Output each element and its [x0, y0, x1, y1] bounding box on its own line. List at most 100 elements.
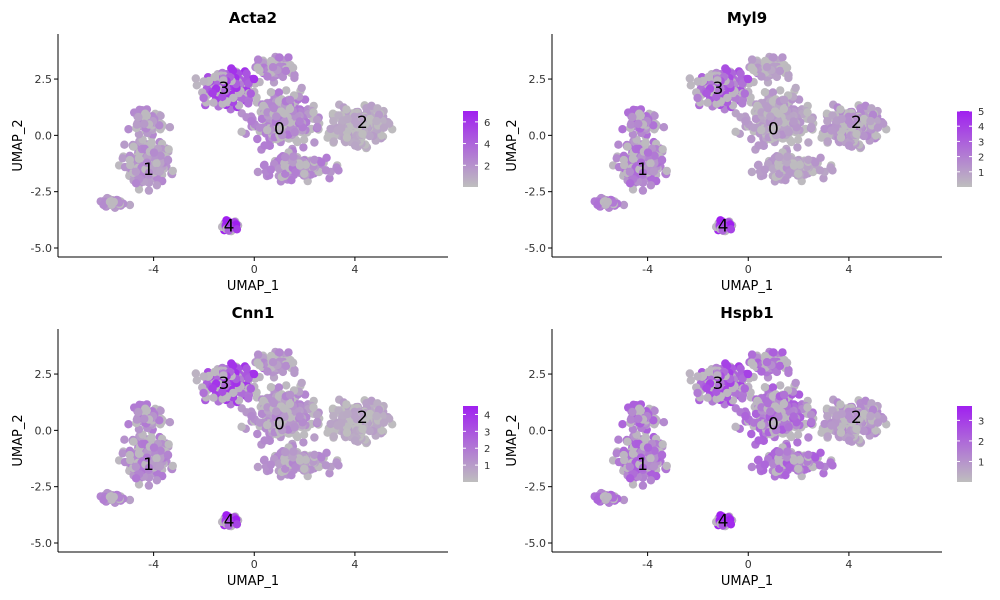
scatter-point	[747, 55, 757, 64]
scatter-point	[365, 114, 375, 124]
scatter-point	[794, 169, 803, 178]
scatter-point	[165, 123, 175, 132]
scatter-point	[199, 388, 208, 398]
scatter-point	[164, 440, 173, 449]
scatter-point	[149, 443, 159, 452]
scatter-point	[237, 422, 246, 431]
scatter-point	[199, 372, 208, 381]
scatter-point	[769, 53, 778, 62]
y-tick-label: 2.5	[529, 73, 547, 86]
scatter-point	[263, 125, 272, 135]
scatter-point	[804, 138, 813, 147]
x-tick-label: 0	[251, 263, 258, 276]
scatter-point	[658, 145, 667, 154]
scatter-point	[300, 169, 309, 178]
scatter-point	[253, 63, 262, 72]
scatter-point	[628, 112, 637, 122]
scatter-point	[334, 166, 343, 175]
scatter-point	[342, 428, 352, 437]
x-axis-label: UMAP_1	[721, 279, 773, 294]
scatter-point	[285, 95, 295, 105]
scatter-point	[638, 186, 648, 195]
scatter-point	[321, 461, 331, 470]
scatter-point	[309, 108, 318, 117]
legend-tick-label: 1	[978, 168, 984, 179]
scatter-point	[377, 131, 386, 140]
scatter-point	[313, 417, 322, 427]
scatter-point	[614, 140, 623, 149]
scatter-point	[379, 418, 389, 427]
scatter-point	[784, 128, 793, 137]
scatter-point	[866, 116, 875, 126]
scatter-point	[269, 104, 279, 113]
scatter-point	[242, 364, 251, 373]
scatter-point	[284, 348, 293, 357]
scatter-point	[247, 116, 256, 126]
scatter-point	[310, 155, 319, 164]
scatter-point	[774, 109, 783, 119]
scatter-point	[120, 435, 129, 444]
scatter-point	[155, 462, 165, 471]
scatter-point	[760, 165, 770, 174]
scatter-point	[628, 154, 638, 163]
scatter-point	[313, 122, 322, 132]
scatter-point	[229, 93, 238, 103]
scatter-point	[827, 126, 836, 135]
scatter-point	[297, 378, 306, 388]
scatter-point	[155, 167, 165, 176]
cluster-label: 1	[143, 160, 154, 180]
scatter-point	[284, 130, 293, 139]
scatter-point	[823, 137, 832, 146]
scatter-point	[333, 421, 342, 430]
y-tick-label: 2.5	[35, 73, 53, 86]
scatter-point	[266, 460, 276, 469]
scatter-point	[757, 125, 766, 135]
scatter-point	[372, 411, 381, 421]
cluster-label: 0	[274, 120, 285, 140]
y-axis-label: UMAP_2	[11, 119, 26, 171]
scatter-point	[164, 145, 173, 154]
scatter-point	[754, 141, 763, 150]
scatter-point	[290, 423, 299, 432]
scatter-point	[144, 481, 154, 490]
scatter-point	[199, 93, 208, 103]
color-legend: 246	[463, 111, 490, 187]
scatter-point	[778, 130, 787, 139]
scatter-point	[156, 111, 165, 121]
scatter-point	[815, 166, 825, 175]
scatter-point	[253, 167, 263, 177]
scatter-point	[657, 155, 667, 164]
scatter-point	[343, 409, 352, 419]
scatter-point	[147, 138, 156, 147]
scatter-point	[118, 154, 127, 163]
scatter-point	[287, 176, 296, 185]
scatter-point	[836, 105, 845, 114]
scatter-point	[134, 449, 144, 458]
scatter-point	[260, 436, 269, 445]
scatter-point	[793, 135, 803, 144]
scatter-point	[779, 95, 789, 105]
scatter-point	[263, 72, 272, 81]
scatter-point	[263, 420, 272, 430]
scatter-point	[277, 130, 287, 140]
scatter-point	[323, 133, 332, 142]
scatter-point	[290, 368, 299, 378]
scatter-point	[350, 436, 360, 445]
cluster-label: 4	[224, 216, 235, 236]
scatter-point	[811, 158, 820, 167]
cluster-label: 2	[851, 113, 862, 133]
scatter-point	[736, 69, 745, 78]
scatter-point	[757, 72, 766, 81]
scatter-point	[253, 55, 263, 64]
scatter-point	[743, 74, 753, 84]
scatter-point	[140, 414, 149, 423]
scatter-point	[643, 148, 653, 157]
scatter-point	[299, 135, 309, 144]
scatter-point	[124, 125, 133, 134]
scatter-point	[326, 124, 335, 134]
scatter-point	[144, 186, 154, 195]
scatter-point	[693, 93, 702, 103]
scatter-point	[321, 166, 331, 175]
scatter-point	[289, 152, 298, 161]
